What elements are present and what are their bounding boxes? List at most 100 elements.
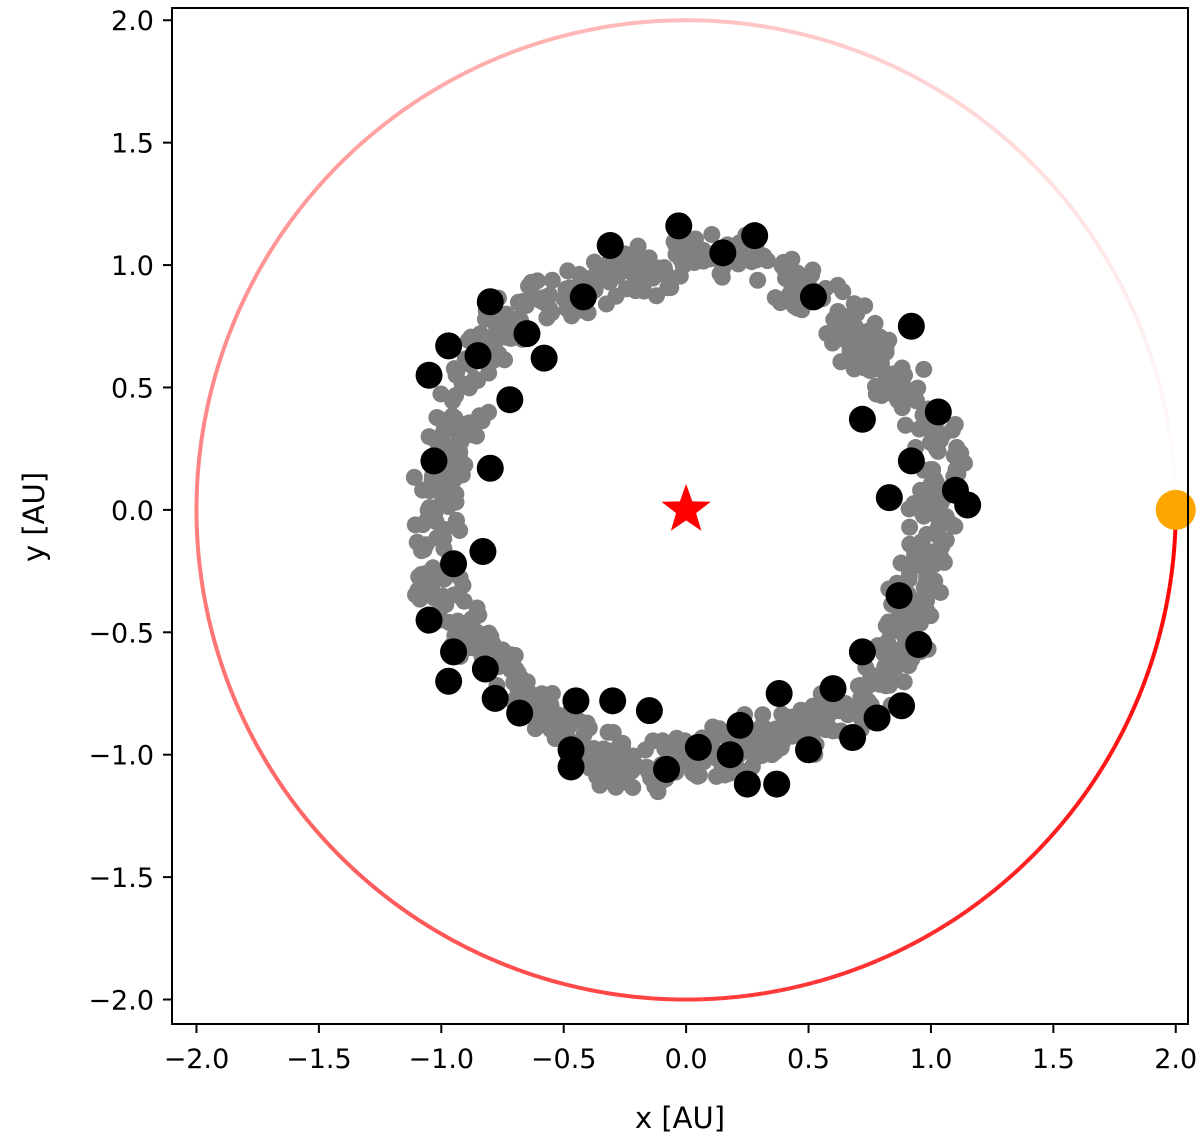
x-tick-label: 0.0 [665,1044,708,1075]
orbit-segment [526,42,536,49]
orbit-segment [1065,810,1074,820]
orbit-segment [1104,753,1112,764]
orbit-segment [1024,854,1034,864]
orbit-segment [418,918,428,927]
orbit-segment [1161,611,1168,621]
orbit-segment [195,535,200,545]
small-body-point [610,737,628,755]
small-body-point [447,485,465,503]
orbit-segment [390,112,400,121]
orbit-segment [198,441,204,451]
orbit-segment [244,723,252,734]
x-tick-label: −0.5 [531,1044,597,1075]
large-body-point [684,733,712,761]
small-body-point [850,706,868,724]
orbit-segment [1108,746,1117,756]
orbit-segment [233,700,241,710]
small-body-point [879,646,897,664]
small-body-point [895,390,913,408]
large-body-point [464,342,492,370]
orbit-segment [728,994,738,1000]
orbit-segment [383,894,393,903]
orbit-segment [534,39,544,47]
small-body-point [767,723,785,741]
orbit-segment [972,899,982,908]
orbit-segment [1174,467,1175,476]
orbit-segment [892,64,902,72]
large-body-point [596,231,624,259]
orbit-segment [979,117,989,126]
orbit-segment [1124,294,1132,304]
small-body-point [418,511,436,529]
orbit-segment [411,97,421,106]
orbit-segment [1163,602,1169,613]
small-body-point [684,763,702,781]
small-body-point [531,291,549,309]
orbit-segment [804,32,814,39]
small-body-point [497,305,515,323]
orbit-segment [309,187,319,197]
orbit-segment [1090,234,1099,245]
orbit-segment [1172,450,1173,458]
orbit-segment [795,983,806,989]
small-body-point [654,732,672,750]
orbit-segment [350,144,360,154]
orbit-segment [979,894,989,903]
orbit-segment [240,294,248,304]
orbit-segment [1120,286,1128,297]
orbit-segment [344,150,354,160]
orbit-segment [1152,366,1159,376]
orbit-segment [1075,214,1084,224]
small-body-point [448,435,466,453]
orbit-segment [753,23,764,29]
orbit-segment [462,68,473,76]
orbit-segment [820,37,830,44]
small-body-point [589,753,607,771]
orbit-segment [326,168,336,178]
orbit-segment [820,976,830,983]
small-body-point [423,581,441,599]
large-body-point [665,212,693,240]
orbit-segment [470,64,481,72]
orbit-segment [1070,207,1079,217]
orbit-segment [1154,636,1162,646]
orbit-segment [836,42,847,49]
orbit-segment [264,761,273,771]
orbit-segment [1112,738,1121,749]
large-body-point [875,484,903,512]
y-axis-ticks: −2.0 −1.5 −1.0 −0.5 0.0 0.5 1.0 1.5 2.0 [88,6,172,1017]
large-body-point [469,537,497,565]
orbit-segment [332,162,342,172]
y-axis-label: y [AU] [17,472,51,562]
orbit-segment [304,816,313,826]
small-body-point [912,533,930,551]
small-body-point [624,747,642,765]
orbit-segment [558,32,569,39]
orbit-segment [542,37,552,44]
small-body-point [405,468,423,486]
orbit-segment [1012,144,1022,154]
orbit-segment [1012,866,1022,876]
orbit-segment [236,708,245,718]
orbit-segment [1030,848,1040,858]
orbit-segment [1124,715,1132,726]
orbit-segment [315,180,324,190]
orbit-segment [609,23,619,29]
orbit-segment [1157,382,1164,392]
small-body-point [607,766,625,784]
orbit-segment [1138,325,1146,336]
small-body-point [639,260,657,278]
orbit-segment [370,127,380,137]
orbit-segment [260,256,269,267]
orbit-segment [196,552,202,562]
orbit-segment [583,986,594,993]
orbit-segment [836,970,847,978]
large-body-point [763,770,791,798]
orbit-segment [1085,227,1094,238]
orbit-segment [1018,860,1028,870]
small-body-point [896,416,914,434]
planet-marker [1155,489,1196,530]
orbit-segment [711,18,721,24]
small-body-point [855,693,873,711]
small-body-point [470,606,488,624]
